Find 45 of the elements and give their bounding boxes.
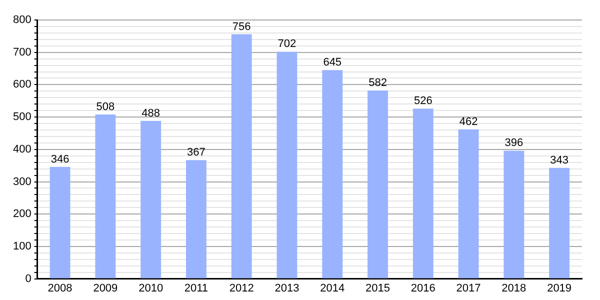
- data-label: 488: [142, 107, 160, 120]
- y-tick-label: 0: [25, 272, 32, 285]
- y-tick-label: 100: [12, 240, 32, 252]
- y-tick-label: 300: [12, 176, 32, 188]
- data-label: 343: [550, 154, 568, 166]
- y-tick-label: 400: [12, 143, 32, 156]
- bar: [140, 120, 162, 278]
- bar: [458, 129, 479, 278]
- bar: [231, 34, 252, 278]
- x-tick-label: 2008: [48, 282, 72, 294]
- bar: [276, 52, 298, 278]
- y-tick-label: 700: [12, 46, 32, 58]
- data-label: 526: [414, 95, 432, 108]
- y-tick-label: 500: [12, 111, 32, 124]
- y-tick-label: 600: [12, 78, 32, 91]
- data-label: 367: [187, 146, 206, 159]
- x-tick-label: 2015: [366, 282, 390, 294]
- data-label: 396: [504, 137, 524, 150]
- bar: [95, 114, 116, 278]
- data-label: 346: [50, 153, 70, 166]
- data-label: 645: [323, 56, 342, 69]
- data-label: 756: [232, 20, 251, 33]
- bar: [186, 160, 206, 278]
- bar: [549, 168, 570, 278]
- x-tick-label: 2019: [547, 282, 572, 294]
- x-tick-label: 2011: [184, 282, 208, 294]
- bar: [322, 70, 343, 278]
- x-tick-label: 2017: [456, 282, 481, 294]
- bar: [412, 108, 434, 278]
- data-label: 702: [278, 38, 296, 50]
- data-label: 508: [96, 100, 115, 113]
- y-tick-label: 200: [12, 208, 32, 220]
- x-tick-label: 2016: [410, 282, 436, 294]
- data-label: 462: [459, 116, 478, 128]
- y-tick-label: 800: [12, 14, 32, 26]
- data-label: 582: [368, 77, 387, 90]
- x-tick-label: 2013: [274, 282, 300, 294]
- bar: [504, 150, 524, 278]
- bar: [50, 166, 70, 278]
- x-tick-label: 2018: [502, 282, 526, 294]
- x-tick-label: 2012: [229, 282, 254, 294]
- x-tick-label: 2014: [320, 282, 345, 294]
- x-tick-label: 2010: [138, 282, 164, 294]
- x-tick-label: 2009: [93, 282, 118, 294]
- bar: [368, 90, 388, 278]
